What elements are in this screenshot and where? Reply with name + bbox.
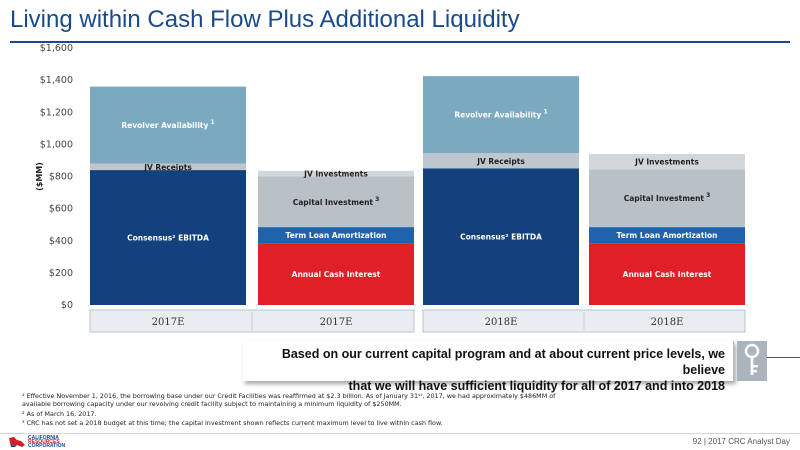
bar-segment <box>423 76 579 154</box>
data-label: Consensus² EBITDA <box>460 233 542 242</box>
california-map-icon <box>9 437 25 447</box>
callout-text: Based on our current capital program and… <box>245 346 725 394</box>
logo-text: CALIFORNIA RESOURCES CORPORATION <box>28 435 66 449</box>
x-tick-label: 2018E <box>651 317 684 328</box>
title-divider <box>10 41 790 43</box>
data-label: JV Receipts <box>476 157 525 166</box>
bar-segment <box>90 86 246 164</box>
data-label: Term Loan Amortization <box>286 231 387 240</box>
y-tick-label: $0 <box>61 300 73 311</box>
data-label: Consensus² EBITDA <box>127 234 209 243</box>
key-connector-line <box>767 357 800 358</box>
data-label: Capital Investment 3 <box>624 192 711 203</box>
x-tick-label: 2017E <box>152 317 185 328</box>
x-tick-label: 2018E <box>485 317 518 328</box>
bar-segment <box>589 227 745 244</box>
callout-line-1: Based on our current capital program and… <box>281 347 725 377</box>
bar-segment <box>423 168 579 305</box>
page-title: Living within Cash Flow Plus Additional … <box>10 6 520 33</box>
bar-segment <box>589 154 745 170</box>
bar-segment <box>258 227 414 244</box>
y-tick-label: $200 <box>49 268 73 279</box>
data-label: Revolver Availability 1 <box>454 109 547 120</box>
bar-segment <box>258 243 414 305</box>
y-tick-label: $1,200 <box>40 107 73 118</box>
footnote-3: ³ CRC has not set a 2018 budget at this … <box>22 419 443 427</box>
y-axis-label: ($MM) <box>35 162 44 191</box>
liquidity-bar-chart: $0 $200 $400 $600 $800 $1,000 $1,200 $1,400 $1,6… <box>35 43 746 333</box>
y-tick-label: $400 <box>49 236 73 247</box>
y-tick-label: $800 <box>49 172 73 183</box>
footer-divider <box>0 433 800 434</box>
data-label: Capital Investment 3 <box>293 196 380 207</box>
bar-segment <box>90 163 246 171</box>
bar-segment <box>90 170 246 305</box>
data-label: Annual Cash Interest <box>292 270 381 279</box>
page-footer: 92 | 2017 CRC Analyst Day <box>692 437 790 446</box>
company-logo: CALIFORNIA RESOURCES CORPORATION <box>8 435 68 449</box>
bar-segment <box>589 243 745 305</box>
data-label: Revolver Availability 1 <box>121 119 214 130</box>
y-tick-label: $1,000 <box>40 139 73 150</box>
x-tick-label: 2017E <box>320 317 353 328</box>
y-tick-label: $1,600 <box>40 43 73 54</box>
data-label: Term Loan Amortization <box>617 231 718 240</box>
y-tick-label: $1,400 <box>40 75 73 86</box>
bar-segment <box>258 170 414 177</box>
bar-segment <box>589 169 745 228</box>
key-icon <box>737 341 767 381</box>
data-label: JV Investments <box>634 158 699 167</box>
bar-segment <box>423 153 579 169</box>
bar-segment <box>258 176 414 228</box>
callout-box: Based on our current capital program and… <box>243 341 734 393</box>
footnote-2: ² As of March 16, 2017. <box>22 410 97 418</box>
callout-line-2: that we will have sufficient liquidity f… <box>348 379 725 393</box>
y-tick-label: $600 <box>49 204 73 215</box>
footnote-1: ¹ Effective November 1, 2016, the borrow… <box>22 392 556 408</box>
data-label: Annual Cash Interest <box>623 270 712 279</box>
data-label: JV Investments <box>303 170 368 179</box>
data-label: JV Receipts <box>143 163 192 172</box>
